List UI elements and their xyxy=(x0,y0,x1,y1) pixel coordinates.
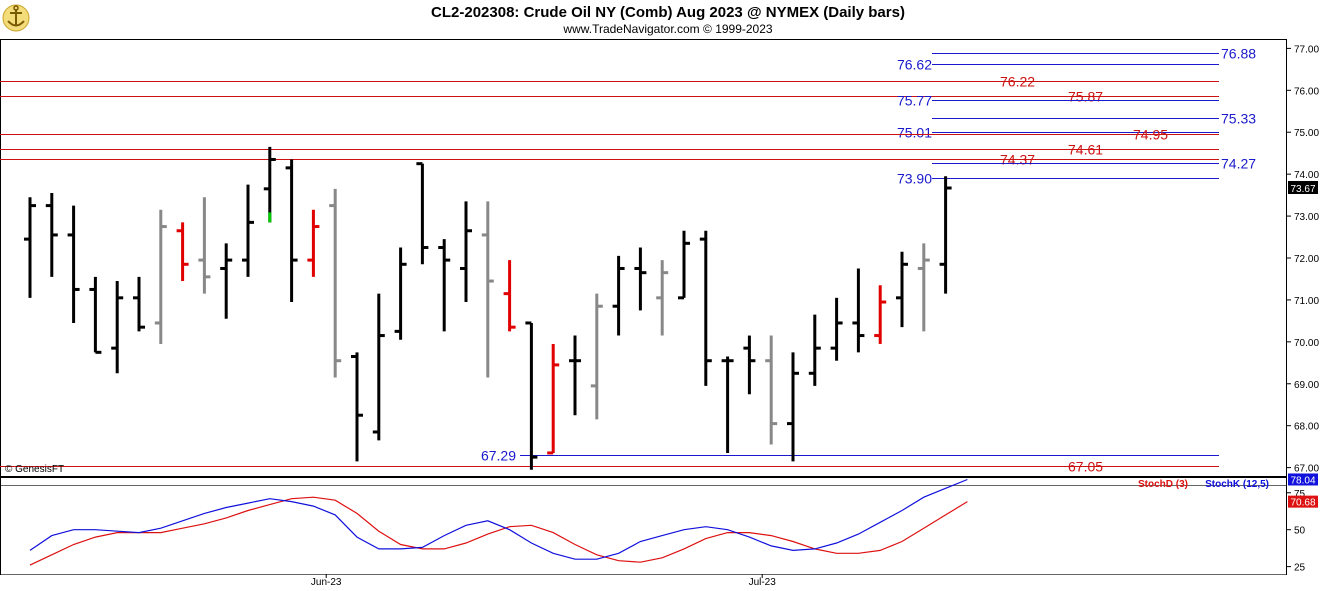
ohlc-bar xyxy=(678,230,690,300)
date-tick-label: Jul-23 xyxy=(749,577,777,588)
ohlc-bar xyxy=(285,159,298,303)
price-bars xyxy=(24,146,952,470)
ohlc-bar xyxy=(263,146,276,223)
level-label: 76.62 xyxy=(897,57,932,73)
ohlc-bar xyxy=(896,251,908,328)
date-axis: Jun-23 Jul-23 xyxy=(311,574,776,588)
ohlc-bar xyxy=(503,260,516,332)
ohlc-bar xyxy=(721,356,734,453)
ohlc-bar xyxy=(590,293,603,420)
ohlc-bar xyxy=(89,276,102,354)
date-tick-label: Jun-23 xyxy=(311,577,342,588)
level-label: 73.90 xyxy=(897,171,932,187)
ohlc-bar xyxy=(67,205,80,323)
ohlc-bar xyxy=(634,247,647,311)
level-label: 67.05 xyxy=(1068,459,1103,475)
level-label: 67.29 xyxy=(481,448,516,464)
stoch-k-line xyxy=(29,478,968,560)
level-label: 75.87 xyxy=(1068,89,1103,105)
stoch-d-last-box xyxy=(1288,495,1318,508)
ohlc-bar xyxy=(133,276,145,332)
ohlc-bar xyxy=(874,285,887,344)
ohlc-bar xyxy=(372,293,385,441)
level-label: 75.77 xyxy=(897,93,932,109)
level-label: 76.88 xyxy=(1221,46,1256,62)
ohlc-bar xyxy=(460,201,472,303)
price-tick-label: 72.00 xyxy=(1294,254,1319,265)
ohlc-bar xyxy=(787,352,799,462)
level-label: 75.33 xyxy=(1221,111,1256,127)
ohlc-bar xyxy=(198,197,211,294)
ohlc-bar xyxy=(111,281,124,374)
stoch-k-last-label: 78.04 xyxy=(1290,475,1315,486)
price-tick-label: 69.00 xyxy=(1294,380,1319,391)
ohlc-bar xyxy=(699,230,712,386)
level-label: 75.01 xyxy=(897,125,932,141)
stoch-axis: 75 50 25 xyxy=(1,485,1306,575)
stoch-d-legend: StochD (3) xyxy=(1138,479,1188,490)
ohlc-bar xyxy=(481,201,494,378)
stoch-tick-label: 50 xyxy=(1294,526,1306,537)
ohlc-bar xyxy=(329,188,342,378)
level-label: 74.37 xyxy=(1000,152,1035,168)
ohlc-bar xyxy=(351,352,363,462)
ohlc-bar xyxy=(220,243,233,319)
price-tick-label: 68.00 xyxy=(1294,422,1319,433)
price-tick-label: 67.00 xyxy=(1294,464,1319,475)
stoch-k-last-box xyxy=(1288,473,1318,486)
price-tick-label: 71.00 xyxy=(1294,296,1319,307)
ohlc-bar xyxy=(939,176,952,294)
ohlc-bar xyxy=(612,255,625,336)
ohlc-bar xyxy=(569,335,581,416)
ohlc-bar xyxy=(808,314,821,386)
stoch-tick-label: 75 xyxy=(1294,489,1306,500)
ohlc-bar xyxy=(743,335,756,395)
stoch-tick-label: 25 xyxy=(1294,563,1306,574)
chart-title: CL2-202308: Crude Oil NY (Comb) Aug 2023… xyxy=(431,4,905,21)
stoch-d-line xyxy=(29,496,968,566)
price-tick-label: 74.00 xyxy=(1294,170,1319,181)
stoch-lines: 70.68 78.04 xyxy=(29,473,1318,566)
price-tick-label: 70.00 xyxy=(1294,338,1319,349)
ohlc-bar xyxy=(307,209,320,277)
ohlc-bar xyxy=(852,268,865,353)
ohlc-bar xyxy=(547,343,560,455)
chart-subtitle: www.TradeNavigator.com © 1999-2023 xyxy=(562,22,772,36)
price-tick-label: 73.00 xyxy=(1294,212,1319,223)
level-label: 76.22 xyxy=(1000,74,1035,90)
stoch-k-legend: StochK (12,5) xyxy=(1205,479,1269,490)
ohlc-bar xyxy=(176,222,189,282)
last-price-box xyxy=(1288,180,1318,194)
ohlc-bar xyxy=(394,247,407,340)
last-price-label: 73.67 xyxy=(1290,184,1315,195)
price-tick-label: 75.00 xyxy=(1294,128,1319,139)
ohlc-bar xyxy=(917,243,930,332)
ohlc-bar xyxy=(525,321,538,470)
price-tick-label: 76.00 xyxy=(1294,86,1319,97)
level-label: 74.27 xyxy=(1221,156,1256,172)
anchor-logo-icon xyxy=(2,4,30,32)
ohlc-bar xyxy=(438,239,451,332)
ohlc-bar xyxy=(154,209,167,344)
level-label: 74.61 xyxy=(1068,142,1103,158)
level-label: 74.95 xyxy=(1133,127,1168,143)
level-lines: 76.88 76.62 76.22 75.87 75.77 75.33 75.01 74.95… xyxy=(0,46,1256,475)
ohlc-bar xyxy=(242,184,254,277)
ohlc-bar xyxy=(765,335,778,445)
copyright-label: © GenesisFT xyxy=(5,464,64,475)
stoch-d-last-label: 70.68 xyxy=(1290,498,1315,509)
ohlc-bar xyxy=(416,162,429,265)
ohlc-bar xyxy=(656,260,669,336)
price-axis: 77.00 76.00 75.00 74.00 73.00 72.00 71.00 70.00… xyxy=(1286,44,1319,475)
ohlc-bar xyxy=(45,193,58,277)
price-tick-label: 77.00 xyxy=(1294,44,1319,55)
ohlc-bar xyxy=(830,297,843,361)
ohlc-bar xyxy=(24,197,36,298)
